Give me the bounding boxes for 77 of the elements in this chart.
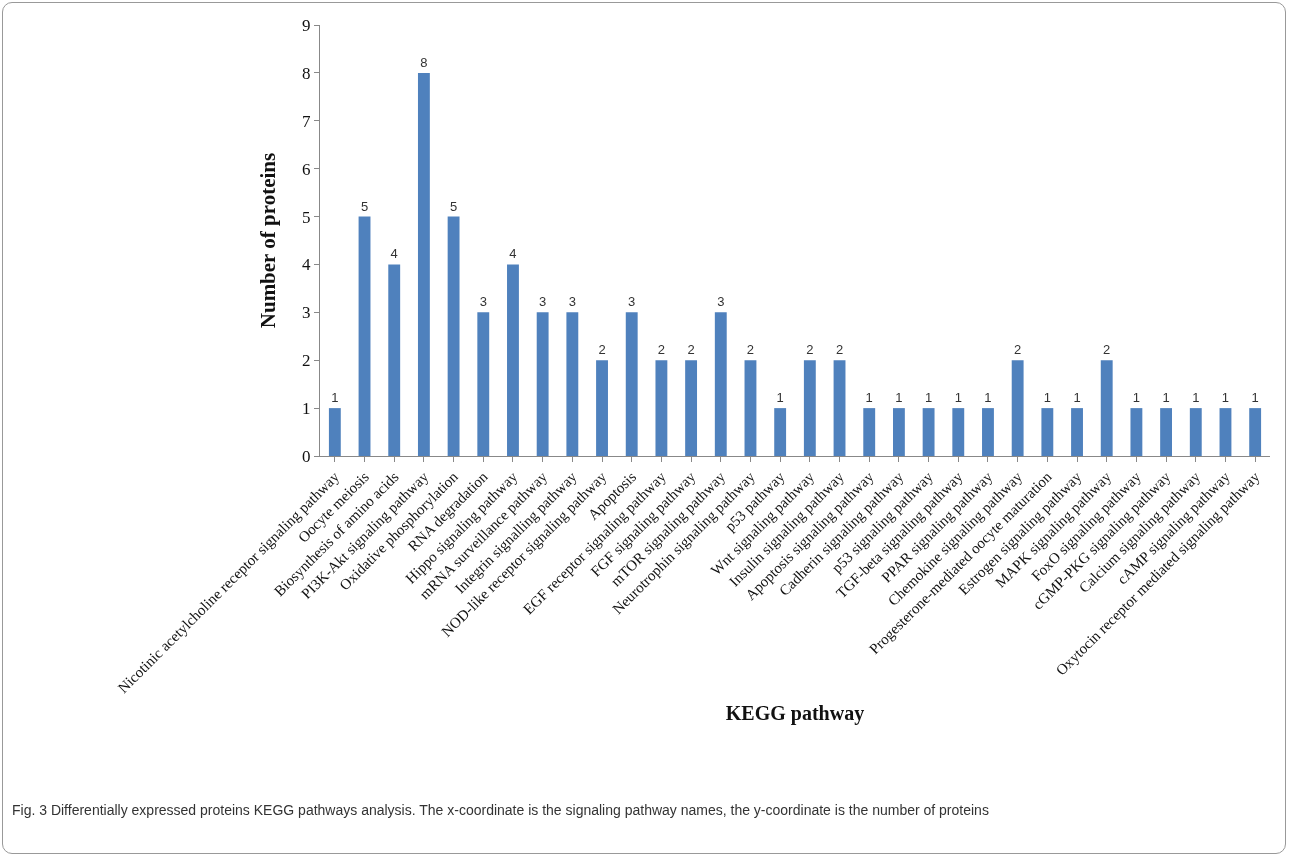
y-tick-label: 7 [302, 111, 312, 131]
bar [714, 312, 727, 456]
bar [774, 408, 787, 456]
y-tick-label: 6 [302, 159, 311, 179]
data-label: 3 [539, 294, 547, 310]
data-label: 1 [1073, 390, 1081, 406]
data-label: 3 [479, 294, 487, 310]
bar [655, 360, 668, 456]
bar [477, 312, 490, 456]
bar [922, 408, 935, 456]
data-label: 2 [835, 342, 844, 358]
y-tick-label: 3 [302, 303, 311, 323]
data-label: 2 [657, 342, 666, 358]
x-axis-title: KEGG pathway [725, 701, 865, 725]
data-label: 1 [776, 390, 784, 406]
data-label: 3 [568, 294, 576, 310]
y-tick-label: 2 [302, 351, 311, 371]
data-label: 2 [598, 342, 606, 358]
data-label: 8 [420, 54, 428, 70]
y-tick-label: 1 [302, 399, 311, 419]
data-label: 1 [1162, 390, 1170, 406]
bar [1041, 408, 1054, 456]
data-label: 2 [1014, 342, 1022, 358]
y-axis-title: Number of proteins [256, 152, 281, 329]
data-label: 3 [717, 294, 725, 310]
bar [566, 312, 579, 456]
bar [685, 360, 698, 456]
caption: Fig. 3 Differentially expressed proteins KEGG pathways analysis. The x-coordinate is the signaling pathway names, the y-coordinate is the number of proteins [12, 801, 990, 820]
data-label: 2 [1103, 342, 1111, 358]
bar [1189, 408, 1202, 456]
data-label: 1 [1043, 390, 1051, 406]
data-label: 4 [390, 246, 398, 262]
data-label: 2 [687, 342, 695, 358]
bar [388, 264, 401, 456]
data-label: 2 [746, 342, 755, 358]
bar [892, 408, 905, 456]
bar [1071, 408, 1083, 456]
data-label: 5 [360, 198, 369, 214]
bar [596, 360, 608, 456]
data-label: 1 [1132, 390, 1141, 406]
bar [328, 408, 341, 456]
y-tick-label: 0 [302, 446, 311, 466]
bar [952, 408, 965, 456]
bar [1249, 408, 1262, 456]
data-label: 1 [331, 390, 339, 406]
data-label: 1 [1192, 390, 1200, 406]
bar [1219, 408, 1232, 456]
data-label: 1 [865, 390, 873, 406]
data-label: 1 [1251, 390, 1259, 406]
data-label: 5 [449, 198, 458, 214]
data-label: 4 [509, 246, 517, 262]
bar [358, 216, 371, 456]
bar [625, 312, 638, 456]
bar [447, 216, 460, 456]
data-label: 1 [954, 390, 962, 406]
bar [536, 312, 549, 456]
bar [803, 360, 816, 456]
y-tick-label: 8 [302, 63, 311, 83]
data-label: 3 [628, 294, 636, 310]
bar [1100, 360, 1113, 456]
bar [417, 72, 430, 456]
bar [1130, 408, 1143, 456]
bar [1011, 360, 1024, 456]
data-label: 1 [1221, 390, 1230, 406]
y-tick-label: 9 [302, 15, 311, 35]
y-tick-label: 4 [302, 255, 312, 275]
data-label: 1 [984, 390, 992, 406]
bar [1160, 408, 1173, 456]
y-tick-label: 5 [302, 207, 311, 227]
bar [507, 264, 519, 456]
bar [833, 360, 846, 456]
data-label: 1 [924, 390, 933, 406]
bar [744, 360, 757, 456]
data-label: 2 [806, 342, 814, 358]
data-label: 1 [895, 390, 903, 406]
bar [863, 408, 876, 456]
bar [982, 408, 994, 456]
